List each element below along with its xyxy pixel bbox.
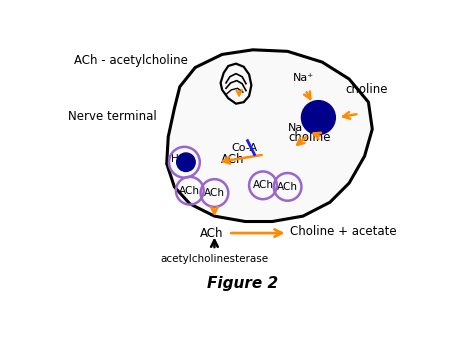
Text: Figure 2: Figure 2	[207, 276, 279, 291]
Text: Na⁺: Na⁺	[288, 123, 310, 134]
Text: Co-A: Co-A	[231, 143, 257, 153]
Text: Na⁺: Na⁺	[293, 73, 314, 82]
Text: ACh: ACh	[220, 153, 244, 166]
Text: acetylcholinesterase: acetylcholinesterase	[160, 254, 268, 264]
Text: ACh: ACh	[179, 186, 201, 196]
Circle shape	[301, 101, 335, 135]
Text: choline: choline	[288, 131, 331, 144]
Text: H⁺: H⁺	[171, 154, 184, 164]
Text: ACh: ACh	[253, 180, 273, 190]
Text: choline: choline	[346, 83, 388, 96]
Text: ACh: ACh	[204, 188, 225, 198]
Text: ACh: ACh	[277, 182, 298, 192]
Circle shape	[177, 153, 195, 171]
Text: ACh - acetylcholine: ACh - acetylcholine	[74, 54, 188, 67]
Text: Nerve terminal: Nerve terminal	[68, 110, 157, 123]
Text: ACh: ACh	[201, 227, 224, 240]
Polygon shape	[220, 64, 251, 104]
Polygon shape	[167, 50, 372, 221]
Text: Choline + acetate: Choline + acetate	[290, 225, 397, 238]
